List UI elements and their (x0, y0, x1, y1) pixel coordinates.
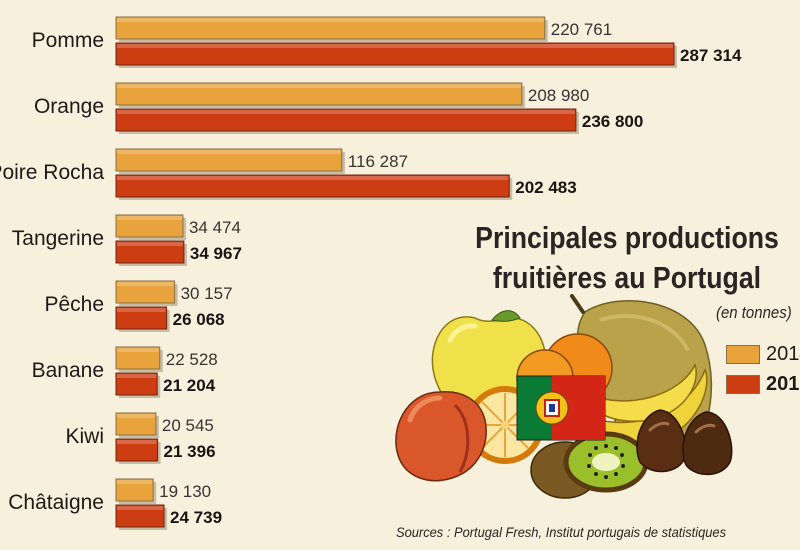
category-label: Pomme (32, 29, 104, 52)
category-label: Orange (34, 95, 104, 118)
bar-2015 (115, 42, 675, 66)
data-label-2015: 202 483 (515, 178, 576, 197)
category-label: Châtaigne (8, 491, 104, 514)
data-label-2014: 34 474 (189, 218, 241, 237)
bar-highlight (117, 18, 544, 22)
bars-layer: Pomme 220 761 287 314 Orange 208 980 236 800 P… (0, 16, 742, 530)
bar-2015 (115, 306, 168, 330)
bar-2015 (115, 240, 185, 264)
data-label-2014: 208 980 (528, 86, 589, 105)
kiwi-icon (530, 431, 649, 499)
bar-highlight (117, 440, 157, 444)
bar-highlight (117, 216, 182, 220)
bar-highlight (117, 150, 341, 154)
bar-2015 (115, 174, 510, 198)
data-label-2015: 34 967 (190, 244, 242, 263)
chestnut-icon (636, 409, 733, 476)
data-label-2015: 21 204 (163, 376, 216, 395)
bar-2015 (115, 372, 158, 396)
bar-2014 (115, 346, 161, 370)
category-label: Banane (32, 359, 104, 382)
bar-2015 (115, 438, 159, 462)
portugal-flag-icon (516, 375, 606, 441)
data-label-2015: 21 396 (164, 442, 216, 461)
category-label: Kiwi (65, 425, 104, 448)
bar-highlight (117, 414, 155, 418)
bar-2014 (115, 82, 523, 106)
peach-icon (395, 391, 487, 482)
data-label-2014: 22 528 (166, 350, 218, 369)
data-label-2014: 116 287 (348, 152, 408, 171)
data-label-2014: 19 130 (159, 482, 211, 501)
data-label-2015: 287 314 (680, 46, 742, 65)
bar-2014 (115, 16, 546, 40)
chart-title-line-1: Principales productions (475, 220, 779, 255)
legend-label-2014: 2014 (766, 343, 800, 365)
bar-2014 (115, 280, 176, 304)
data-label-2014: 30 157 (181, 284, 233, 303)
bar-2014 (115, 478, 154, 502)
bar-highlight (117, 348, 159, 352)
data-label-2014: 20 545 (162, 416, 214, 435)
bar-highlight (117, 44, 673, 48)
data-label-2014: 220 761 (551, 20, 612, 39)
bar-highlight (117, 110, 575, 114)
category-label: Poire Rocha (0, 161, 104, 184)
data-label-2015: 236 800 (582, 112, 643, 131)
chart-unit: (en tonnes) (716, 303, 792, 322)
chart-title-line-2: fruitières au Portugal (492, 260, 762, 295)
category-label: Pêche (44, 293, 104, 316)
data-label-2015: 26 068 (173, 310, 225, 329)
legend-swatch-2014 (726, 345, 760, 364)
data-label-2015: 24 739 (170, 508, 222, 527)
bar-highlight (117, 480, 153, 484)
chart-source: Sources : Portugal Fresh, Institut portu… (396, 524, 727, 540)
bar-highlight (117, 176, 509, 180)
bar-highlight (117, 242, 183, 246)
bar-2014 (115, 214, 184, 238)
bar-2014 (115, 148, 343, 172)
bar-highlight (117, 84, 521, 88)
bar-highlight (117, 506, 164, 510)
bar-highlight (117, 374, 157, 378)
bar-highlight (117, 308, 166, 312)
category-label: Tangerine (12, 227, 104, 250)
legend-label-2015: 2015 (766, 373, 800, 395)
bar-2014 (115, 412, 157, 436)
fruit-illustration (395, 294, 733, 499)
bar-2015 (115, 504, 165, 528)
bar-2015 (115, 108, 577, 132)
bar-highlight (117, 282, 174, 286)
chart-title: Principales productions fruitières au Po… (455, 218, 799, 298)
legend-swatch-2015 (726, 375, 760, 394)
